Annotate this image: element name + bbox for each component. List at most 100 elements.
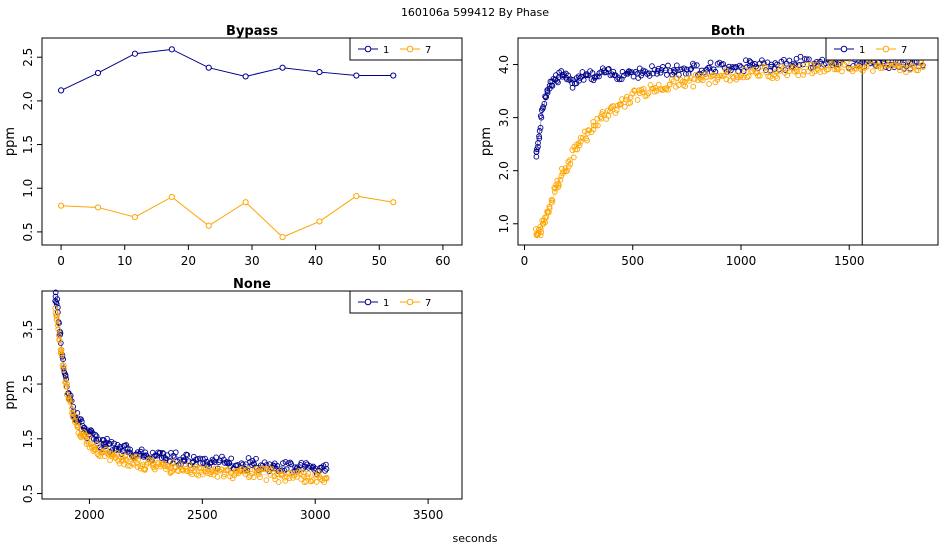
data-point <box>124 462 131 469</box>
data-point <box>80 424 87 431</box>
data-point <box>733 72 740 79</box>
data-point <box>279 234 286 241</box>
data-point <box>113 445 120 452</box>
data-point <box>903 69 909 76</box>
data-point <box>627 99 634 106</box>
data-point <box>242 199 249 206</box>
data-point <box>786 57 793 64</box>
x-tick-label: 1000 <box>726 254 757 268</box>
x-tick-label: 1500 <box>834 254 865 268</box>
data-point <box>885 62 892 69</box>
data-point <box>52 293 59 300</box>
data-point <box>575 73 582 80</box>
data-point <box>59 352 65 359</box>
data-point <box>316 68 323 76</box>
data-point <box>835 61 842 67</box>
data-point <box>649 63 655 69</box>
y-tick-label: 1.0 <box>21 179 35 198</box>
data-point <box>757 73 763 79</box>
data-point <box>680 82 687 88</box>
data-point <box>706 64 713 71</box>
data-point <box>919 62 926 68</box>
data-point <box>665 62 671 69</box>
data-point <box>631 88 638 94</box>
data-point <box>164 463 171 470</box>
data-point <box>109 453 115 460</box>
data-point <box>666 81 673 88</box>
x-tick-label: 3500 <box>413 508 444 522</box>
data-point <box>772 68 779 75</box>
data-point <box>536 135 543 142</box>
y-axis-label: ppm <box>3 380 18 409</box>
y-tick-label: 0.5 <box>21 484 35 503</box>
data-point <box>650 70 656 77</box>
data-point <box>86 431 93 438</box>
data-point <box>690 83 697 90</box>
legend-label: 1 <box>859 45 865 56</box>
data-point <box>245 465 251 472</box>
data-point <box>94 441 101 447</box>
data-point <box>257 474 263 481</box>
data-point <box>562 165 569 171</box>
data-point <box>760 60 767 67</box>
y-axis-label: ppm <box>3 127 18 156</box>
data-point <box>65 393 72 400</box>
data-point <box>212 465 219 472</box>
data-point <box>625 69 632 75</box>
data-point <box>706 81 712 87</box>
data-point <box>111 454 118 460</box>
legend-swatch-marker <box>840 45 848 53</box>
data-point <box>84 438 91 445</box>
figure-xlabel: seconds <box>453 532 498 545</box>
data-point <box>86 433 92 440</box>
data-point <box>353 192 360 200</box>
data-point <box>57 202 65 209</box>
data-point <box>583 71 590 77</box>
data-point <box>274 463 281 469</box>
data-point <box>275 479 282 485</box>
data-point <box>283 466 290 473</box>
data-point <box>169 468 175 475</box>
y-tick-label: 1.5 <box>21 135 35 154</box>
data-point <box>673 62 680 69</box>
data-point <box>303 478 309 485</box>
data-point <box>681 65 687 72</box>
data-point <box>202 465 209 472</box>
data-point <box>552 185 559 192</box>
plot-frame <box>41 290 463 500</box>
data-point <box>288 461 294 467</box>
data-point <box>726 63 732 70</box>
data-point <box>753 70 759 76</box>
data-point <box>599 108 606 115</box>
legend-swatch-marker <box>364 45 372 53</box>
data-point <box>566 77 573 83</box>
data-point <box>203 458 210 465</box>
data-point <box>272 476 278 483</box>
data-point <box>897 67 903 74</box>
data-point <box>160 460 167 467</box>
data-point <box>318 464 325 471</box>
data-point <box>294 473 300 480</box>
data-point <box>56 336 63 343</box>
data-point <box>213 454 220 461</box>
data-point <box>52 289 59 296</box>
data-point <box>141 452 147 459</box>
data-point <box>54 312 60 319</box>
series-7-trend <box>536 65 923 235</box>
y-tick-label: 2.0 <box>497 161 511 180</box>
data-point <box>584 72 591 79</box>
data-point <box>652 85 659 91</box>
data-point <box>915 67 921 74</box>
plot-frame <box>517 37 939 246</box>
data-point <box>323 466 330 472</box>
data-point <box>134 464 141 470</box>
data-point <box>754 69 761 76</box>
series-7-trend <box>55 312 327 478</box>
x-tick-label: 30 <box>244 254 259 268</box>
data-point <box>102 441 109 448</box>
data-point <box>120 456 127 463</box>
data-point <box>172 449 179 456</box>
data-point <box>640 86 647 92</box>
data-point <box>78 430 85 437</box>
